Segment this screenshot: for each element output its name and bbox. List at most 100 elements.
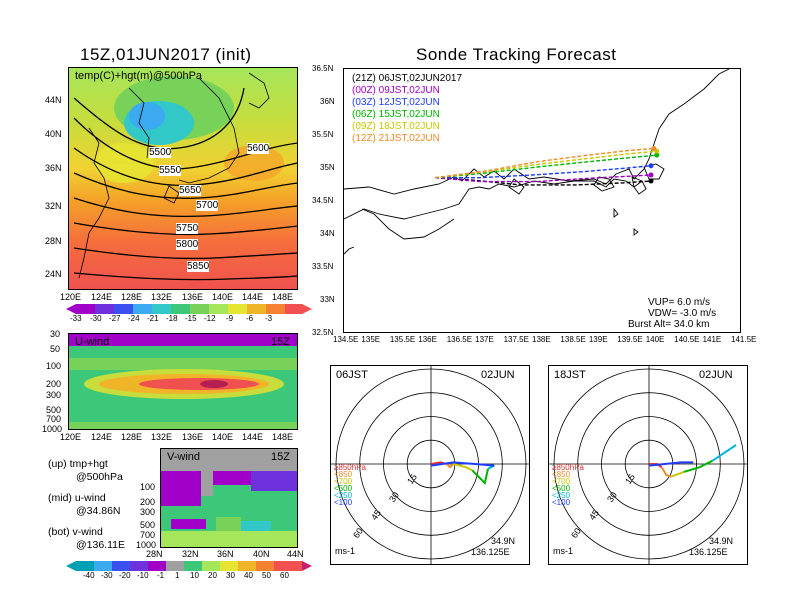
u-wind-panel: U-wind 15Z bbox=[68, 333, 298, 430]
colorbar-tick: 20 bbox=[208, 571, 217, 580]
vdw-annotation: VDW= -3.0 m/s bbox=[648, 308, 717, 319]
hodograph-segment bbox=[446, 463, 454, 469]
lon-tick: 120E bbox=[60, 432, 82, 442]
pressure-tick: 700 bbox=[46, 414, 62, 424]
colorbar-tick: 30 bbox=[226, 571, 235, 580]
lon-tick: 128E bbox=[121, 432, 143, 442]
pressure-tick: 500 bbox=[140, 520, 156, 530]
lon-tick: 136E bbox=[182, 432, 204, 442]
v-wind-time: 15Z bbox=[271, 451, 290, 463]
u-wind-field bbox=[69, 334, 297, 429]
lon-tick: 148E bbox=[272, 432, 294, 442]
tracking-map: (21Z) 06JST,02JUN2017 (00Z) 09JST,02JUN … bbox=[343, 68, 741, 333]
panel-notes: (up) tmp+hgt @500hPa (mid) u-wind @34.86… bbox=[48, 458, 125, 552]
lat-tick: 24N bbox=[45, 269, 62, 279]
pressure-tick: 700 bbox=[140, 530, 156, 540]
colorbar-tick: 1 bbox=[175, 571, 180, 580]
track-line bbox=[434, 154, 657, 179]
x-tick: 135E bbox=[361, 335, 381, 344]
lat-tick: 44N bbox=[45, 95, 62, 105]
contour-label: 5800 bbox=[176, 239, 199, 250]
pressure-tick: 1000 bbox=[136, 540, 157, 550]
track-line bbox=[435, 165, 652, 179]
hodograph-date: 02JUN bbox=[699, 369, 733, 381]
lon-tick: 148E bbox=[272, 292, 294, 302]
pressure-tick: 30 bbox=[50, 329, 61, 339]
vup-annotation: VUP= 6.0 m/s bbox=[648, 297, 710, 308]
x-tick: 139.5E bbox=[617, 335, 643, 344]
note-mid: (mid) u-wind bbox=[48, 492, 106, 504]
hodograph-plot bbox=[331, 366, 529, 564]
note-mid-level: @34.86N bbox=[76, 505, 121, 517]
y-tick: 33.5N bbox=[312, 262, 334, 271]
hodograph-06jst: 06JST 02JUN ≥850hPa <850 <700 <500 <250 … bbox=[330, 365, 530, 565]
left-map-title: 15Z,01JUN2017 (init) bbox=[80, 45, 252, 64]
legend-entry: (09Z) 18JST,02JUN bbox=[352, 121, 440, 132]
colorbar-tick: -21 bbox=[147, 314, 159, 323]
x-tick: 138.5E bbox=[560, 335, 586, 344]
note-bot-level: @136.11E bbox=[76, 539, 125, 551]
tracking-title: Sonde Tracking Forecast bbox=[416, 45, 617, 64]
colorbar-tick: -40 bbox=[83, 571, 95, 580]
location-lat: 34.9N bbox=[709, 536, 734, 546]
track-line bbox=[434, 174, 652, 183]
wind-colorbar bbox=[66, 561, 312, 571]
level-legend: <700 bbox=[552, 477, 571, 486]
level-legend: ≥850hPa bbox=[552, 463, 584, 472]
temperature-field bbox=[69, 68, 297, 289]
contour-label: 5750 bbox=[176, 223, 199, 234]
lon-tick: 140E bbox=[212, 292, 234, 302]
lon-tick: 144E bbox=[242, 292, 264, 302]
burst-annotation: Burst Alt= 34.0 km bbox=[628, 319, 710, 330]
lon-tick: 136E bbox=[182, 292, 204, 302]
v-wind-label: V-wind bbox=[167, 451, 201, 463]
hodograph-segment bbox=[670, 470, 685, 478]
landing-point bbox=[654, 152, 660, 158]
hodograph-segment bbox=[452, 463, 473, 472]
colorbar-tick: 60 bbox=[280, 571, 289, 580]
contour-label: 5500 bbox=[149, 147, 172, 158]
landing-point bbox=[648, 163, 654, 169]
pressure-tick: 50 bbox=[50, 344, 61, 354]
colorbar-tick: -1 bbox=[157, 571, 165, 580]
contour-label: 5650 bbox=[179, 185, 202, 196]
colorbar-tick: -30 bbox=[101, 571, 113, 580]
pressure-tick: 200 bbox=[46, 379, 62, 389]
y-tick: 34.5N bbox=[312, 196, 334, 205]
x-tick: 137.5E bbox=[503, 335, 529, 344]
colorbar-tick: -15 bbox=[185, 314, 197, 323]
y-tick: 36.5N bbox=[312, 64, 334, 73]
colorbar-tick: -18 bbox=[166, 314, 178, 323]
hodograph-segment bbox=[660, 466, 672, 478]
contour-label: 5600 bbox=[247, 143, 270, 154]
lon-tick: 144E bbox=[242, 432, 264, 442]
level-legend: <500 bbox=[334, 484, 353, 493]
lon-tick: 120E bbox=[60, 292, 82, 302]
landing-point bbox=[651, 146, 657, 151]
lat-tick: 32N bbox=[45, 201, 62, 211]
level-legend: <850 bbox=[552, 470, 571, 479]
pressure-tick: 300 bbox=[140, 507, 156, 517]
lon-tick: 124E bbox=[91, 292, 113, 302]
pressure-tick: 100 bbox=[140, 482, 156, 492]
colorbar-tick: -6 bbox=[246, 314, 254, 323]
hodograph-segment bbox=[471, 468, 489, 485]
y-tick: 32.5N bbox=[312, 328, 334, 337]
x-tick: 136E bbox=[418, 335, 437, 344]
hodograph-18jst: 18JST 02JUN ≥850hPa <850 <700 <500 <250 … bbox=[548, 365, 748, 565]
level-legend: <700 bbox=[334, 477, 353, 486]
v-wind-panel: V-wind 15Z bbox=[160, 448, 298, 548]
hodograph-time: 18JST bbox=[554, 369, 586, 381]
colorbar-tick: 10 bbox=[190, 571, 199, 580]
temperature-height-map: temp(C)+hgt(m)@500hPa 5500 5550 5600 565… bbox=[68, 67, 298, 290]
level-legend: <100 bbox=[334, 498, 353, 507]
colorbar-tick: -27 bbox=[109, 314, 121, 323]
lon-tick: 132E bbox=[151, 432, 173, 442]
map-field-label: temp(C)+hgt(m)@500hPa bbox=[75, 70, 203, 82]
legend-entry: (06Z) 15JST,02JUN bbox=[352, 109, 440, 120]
contour-label: 5850 bbox=[187, 261, 210, 272]
lat-tick: 40N bbox=[253, 549, 270, 559]
pressure-tick: 100 bbox=[46, 361, 62, 371]
x-tick: 138E bbox=[532, 335, 551, 344]
speed-unit: ms-1 bbox=[335, 546, 355, 556]
